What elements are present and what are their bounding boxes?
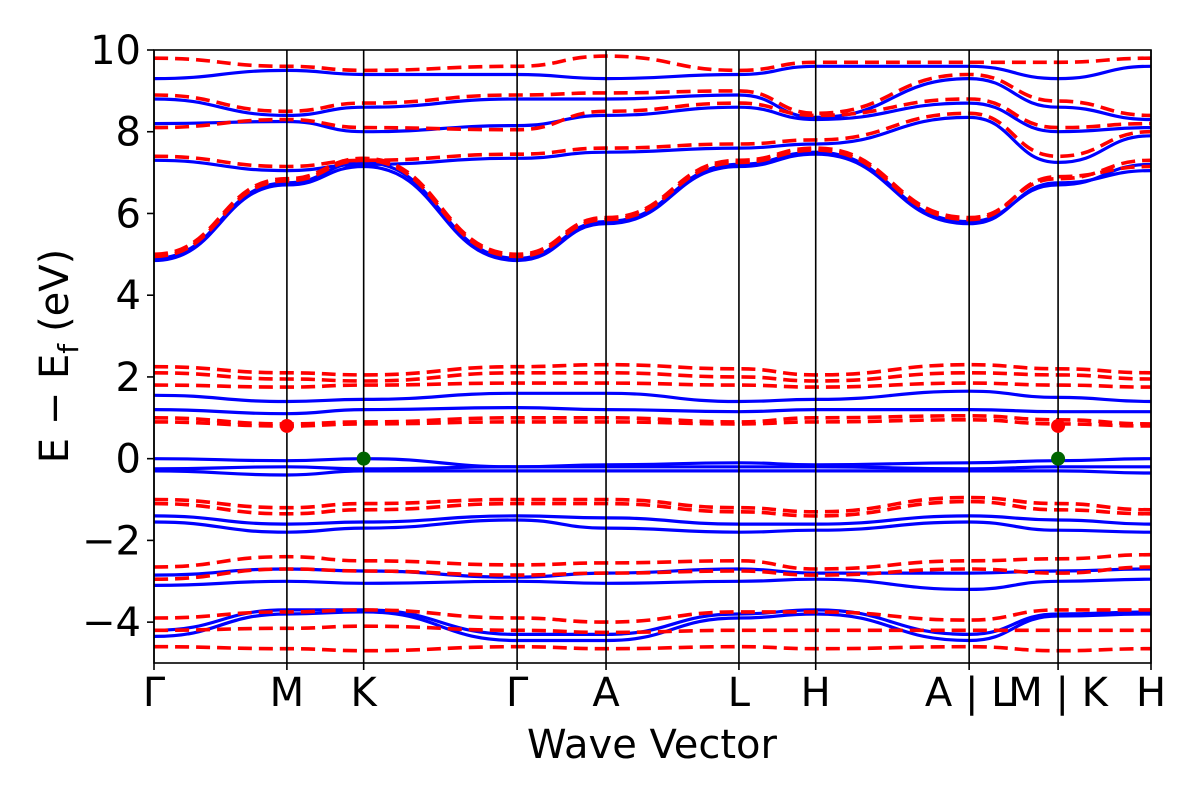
dashed-band-9 xyxy=(154,414,1151,426)
band-edge-marker-2 xyxy=(1051,418,1066,433)
band-edge-marker-1 xyxy=(356,451,371,466)
dashed-band-13 xyxy=(154,552,1151,571)
x-tick-label-9: H xyxy=(1136,670,1166,716)
dashed-band-3 xyxy=(154,97,1151,132)
x-tick-label-1: M xyxy=(270,670,305,716)
dashed-band-1 xyxy=(154,146,1151,257)
solid-band-4 xyxy=(154,77,1151,122)
x-tick-label-4: A xyxy=(592,670,620,716)
x-tick-label-6: H xyxy=(801,670,831,716)
dashed-band-7 xyxy=(154,370,1151,383)
y-tick-label-0: −4 xyxy=(82,600,141,646)
dashed-band-12 xyxy=(154,499,1151,518)
y-tick-label-6: 8 xyxy=(116,110,141,156)
dashed-band-2 xyxy=(154,111,1151,169)
dashed-band-6 xyxy=(154,362,1151,377)
solid-band-8 xyxy=(154,457,1151,469)
band-edge-marker-3 xyxy=(1051,451,1066,466)
solid-band-9 xyxy=(154,465,1151,471)
x-tick-label-5: L xyxy=(728,670,751,716)
dashed-band-15 xyxy=(154,608,1151,624)
dashed-band-17 xyxy=(154,644,1151,653)
y-tick-label-3: 2 xyxy=(116,355,141,401)
dashed-band-16 xyxy=(154,624,1151,635)
solid-band-6 xyxy=(154,389,1151,404)
plot-area xyxy=(153,49,1152,664)
dashed-band-4 xyxy=(154,72,1151,118)
band-edge-marker-0 xyxy=(279,418,294,433)
y-tick-label-4: 4 xyxy=(116,273,141,319)
dashed-band-8 xyxy=(154,381,1151,389)
y-tick-label-5: 6 xyxy=(116,191,141,237)
solid-band-12 xyxy=(154,518,1151,534)
dashed-band-11 xyxy=(154,495,1151,514)
dashed-band-14 xyxy=(154,565,1151,581)
x-tick-label-8: M | K xyxy=(1008,670,1109,716)
solid-band-5 xyxy=(154,64,1151,81)
solid-band-14 xyxy=(154,577,1151,591)
x-tick-label-2: K xyxy=(351,670,379,716)
solid-band-11 xyxy=(154,514,1151,526)
plot-frame xyxy=(153,49,1152,664)
y-axis-title: E − Ef (eV) xyxy=(32,249,85,464)
x-tick-label-3: Γ xyxy=(506,670,529,716)
y-axis: −4 −2 0 2 4 6 8 10 xyxy=(82,28,154,646)
y-tick-label-7: 10 xyxy=(90,28,141,74)
y-axis-title-subscript: f xyxy=(52,343,85,354)
dashed-band-5 xyxy=(154,54,1151,73)
x-tick-label-7: A | L xyxy=(925,670,1014,716)
y-axis-title-main: E − E xyxy=(32,354,78,464)
dashed-band-10 xyxy=(154,418,1151,428)
y-tick-label-2: 0 xyxy=(116,437,141,483)
x-tick-label-0: Γ xyxy=(143,670,166,716)
solid-band-10 xyxy=(154,469,1151,477)
svg-text:E − Ef(eV): E − Ef (eV) xyxy=(32,249,85,464)
y-axis-title-unit: (eV) xyxy=(32,249,78,332)
y-tick-label-1: −2 xyxy=(82,518,141,564)
solid-band-2 xyxy=(154,115,1151,173)
solid-band-3 xyxy=(154,101,1151,134)
solid-band-7 xyxy=(154,406,1151,416)
x-axis-title: Wave Vector xyxy=(527,722,778,768)
